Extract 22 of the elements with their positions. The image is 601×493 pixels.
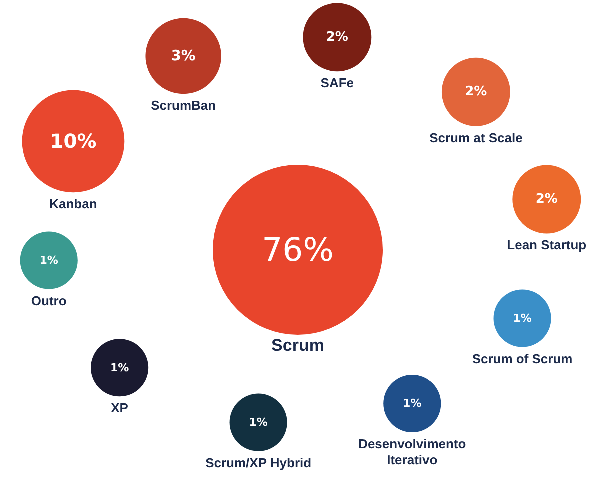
data-label: 1% [403, 397, 422, 410]
category-label: Lean Startup [507, 238, 587, 253]
data-label: 1% [249, 416, 268, 430]
data-label: 3% [171, 48, 196, 64]
category-label: Scrum at Scale [430, 130, 523, 146]
category-label: Kanban [50, 196, 98, 212]
category-label: Desenvolvimento Iterativo [358, 436, 466, 468]
category-label: Scrum/XP Hybrid [206, 455, 312, 470]
category-label: SAFe [320, 76, 354, 91]
data-label: 2% [465, 84, 488, 100]
category-label: Scrum [272, 336, 324, 355]
data-label: 76% [262, 231, 334, 269]
data-label: 1% [40, 254, 58, 268]
data-label: 1% [110, 361, 130, 374]
data-label: 2% [326, 30, 348, 45]
data-label: 2% [536, 192, 558, 207]
category-label: Outro [31, 293, 67, 308]
category-label: Scrum of Scrum [472, 351, 573, 366]
category-label: XP [111, 400, 129, 416]
data-label: 1% [513, 312, 532, 326]
data-label: 10% [50, 130, 97, 153]
category-label: ScrumBan [151, 98, 216, 114]
